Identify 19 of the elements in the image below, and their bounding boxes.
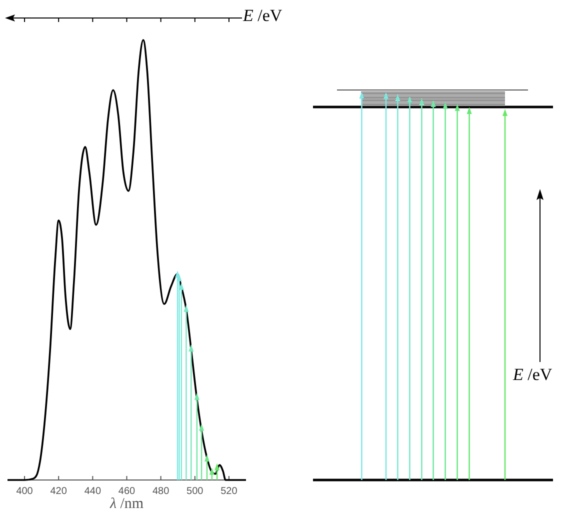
point [178,282,184,290]
text: E /eV [512,364,553,384]
x-tick-label: 440 [84,486,102,497]
x-tick-label: 460 [118,486,136,497]
x2-axis-title: E /eV [242,6,283,25]
point [209,468,214,475]
point [214,463,220,470]
point [204,454,210,462]
point [199,424,204,431]
point [176,274,182,282]
x-tick-label: 420 [50,486,68,497]
x-tick-label: 400 [16,486,34,497]
x-tick-label: 480 [152,486,170,497]
point [194,392,200,400]
point [188,344,194,352]
x-tick-label: 520 [220,486,238,497]
x-tick-label: 500 [186,486,204,497]
point [184,304,189,312]
x-axis-title: λ /nm [108,496,144,512]
